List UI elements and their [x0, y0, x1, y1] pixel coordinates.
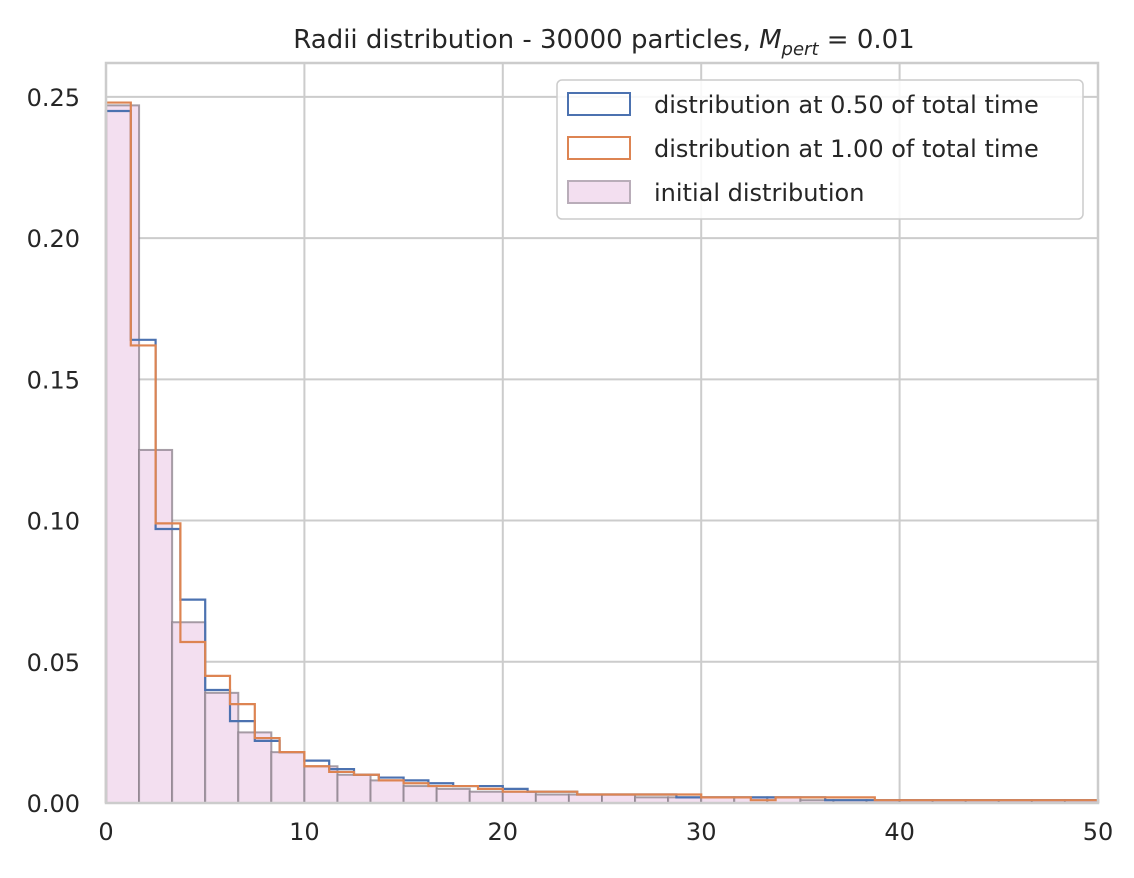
step-line-full-time: [104, 101, 1100, 803]
y-tick-labels: 0.00 0.05 0.10 0.15 0.20 0.25: [27, 84, 80, 818]
y-tick-label: 0.05: [27, 649, 80, 677]
initial-distribution-bar: [567, 793, 603, 805]
legend-frame: [556, 79, 1084, 220]
step-series: [104, 101, 1100, 803]
initial-distribution-bar: [171, 621, 207, 804]
y-tick-label: 0.25: [27, 84, 80, 112]
chart-title-text: Radii distribution - 30000 particles,: [293, 25, 759, 55]
chart-title-math-sub: pert: [781, 39, 820, 60]
legend-label-initial: initial distribution: [654, 179, 864, 207]
initial-distribution-bar: [204, 691, 240, 805]
legend-swatch-full-time: [567, 136, 631, 160]
legend-swatch-half-time: [567, 92, 631, 116]
axes-spine: [104, 61, 1100, 805]
y-tick-label: 0.00: [27, 790, 80, 818]
initial-distribution-bar: [468, 790, 504, 804]
initial-distribution-bar: [601, 793, 637, 805]
initial-distribution-bar: [237, 731, 273, 805]
x-tick-label: 10: [289, 818, 320, 846]
legend-swatch-initial: [567, 180, 631, 204]
initial-distribution-bar: [105, 104, 141, 805]
chart-title: Radii distribution - 30000 particles, Mp…: [293, 25, 914, 60]
initial-distribution-bar: [270, 751, 306, 804]
x-tick-label: 0: [98, 818, 113, 846]
initial-distribution-bar: [501, 790, 537, 804]
initial-distribution-bar: [534, 793, 570, 805]
y-tick-label: 0.10: [27, 508, 80, 536]
chart-title-suffix: = 0.01: [819, 25, 915, 55]
initial-distribution-bar: [336, 773, 372, 805]
initial-distribution-bar: [402, 785, 438, 804]
y-tick-label: 0.15: [27, 366, 80, 394]
initial-distribution-bar: [435, 787, 471, 805]
x-tick-label: 40: [884, 818, 915, 846]
legend: distribution at 0.50 of total time distr…: [556, 79, 1084, 220]
initial-distribution-bar: [369, 779, 405, 805]
legend-label-full-time: distribution at 1.00 of total time: [654, 135, 1039, 163]
x-tick-label: 30: [686, 818, 717, 846]
plot-frame: [104, 61, 1100, 805]
legend-label-half-time: distribution at 0.50 of total time: [654, 91, 1039, 119]
x-tick-label: 50: [1083, 818, 1114, 846]
chart-title-math-base: M: [759, 25, 781, 55]
y-tick-label: 0.20: [27, 225, 80, 253]
x-tick-labels: 0 10 20 30 40 50: [98, 818, 1113, 846]
x-tick-label: 20: [488, 818, 519, 846]
